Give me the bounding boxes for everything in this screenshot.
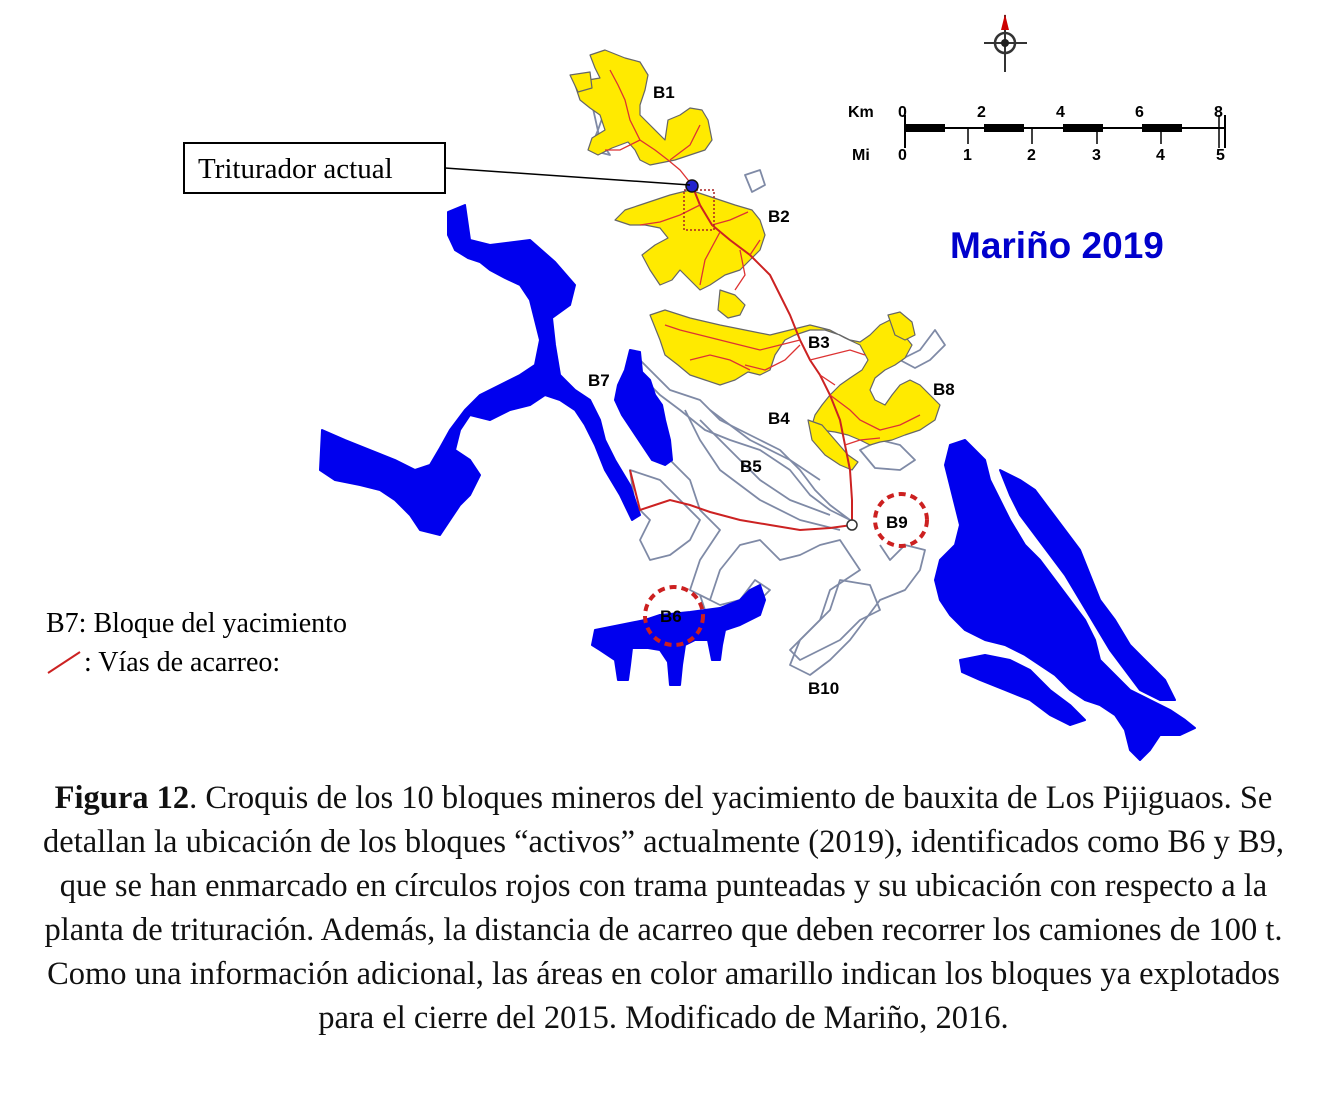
- legend-road-swatch: [47, 651, 81, 674]
- scale-mi-tick: 3: [1092, 147, 1101, 164]
- scale-mi-tick: 2: [1027, 147, 1036, 164]
- block-label: B5: [740, 457, 762, 476]
- mining-blocks-map: Km 0 2 4 6 8 Mi 0 1 2 3 4 5 Mariño 2019: [46, 14, 1226, 761]
- scale-km-tick: 2: [977, 104, 986, 121]
- scale-km-tick: 8: [1214, 104, 1223, 121]
- highlight-circle-b6: [643, 585, 705, 647]
- figure-caption: Figura 12. Croquis de los 10 bloques min…: [40, 776, 1287, 1040]
- blue-blocks: [319, 204, 1196, 761]
- block-label: B4: [768, 409, 790, 428]
- scale-mi-unit: Mi: [852, 147, 870, 164]
- block-label: B3: [808, 333, 830, 352]
- scale-km-tick: 0: [898, 104, 907, 121]
- caption-text: . Croquis de los 10 bloques mineros del …: [43, 780, 1284, 1036]
- crusher-label: Triturador actual: [198, 153, 393, 185]
- crusher-label-box: [183, 142, 446, 194]
- scale-km-tick: 6: [1135, 104, 1144, 121]
- block-label: B2: [768, 207, 790, 226]
- block-label: B7: [588, 371, 610, 390]
- block-label: B10: [808, 679, 839, 698]
- scale-mi-tick: 1: [963, 147, 972, 164]
- crusher-marker: [683, 179, 858, 531]
- author-label: Mariño 2019: [950, 225, 1164, 266]
- compass-icon: [984, 14, 1027, 72]
- scale-km-tick: 4: [1056, 104, 1065, 121]
- scale-bar: Km 0 2 4 6 8 Mi 0 1 2 3 4 5: [848, 104, 1226, 164]
- block-label: B1: [653, 83, 675, 102]
- caption-label: Figura 12: [54, 780, 190, 816]
- block-label: B8: [933, 380, 955, 399]
- scale-km-unit: Km: [848, 104, 874, 121]
- legend-block-item: B7: Bloque del yacimiento: [46, 608, 347, 639]
- block-label: B6: [660, 607, 682, 626]
- highlight-circle-b9: [873, 492, 929, 548]
- haul-roads: [605, 69, 921, 532]
- yellow-exploited-areas: [569, 49, 941, 471]
- block-label: B9: [886, 513, 908, 532]
- scale-mi-tick: 4: [1156, 147, 1165, 164]
- crusher-leader-line: [444, 167, 691, 186]
- legend-road-item: : Vías de acarreo:: [84, 647, 280, 678]
- map-legend: B7: Bloque del yacimiento : Vías de acar…: [46, 608, 347, 678]
- scale-mi-tick: 0: [898, 147, 907, 164]
- scale-mi-tick: 5: [1216, 147, 1225, 164]
